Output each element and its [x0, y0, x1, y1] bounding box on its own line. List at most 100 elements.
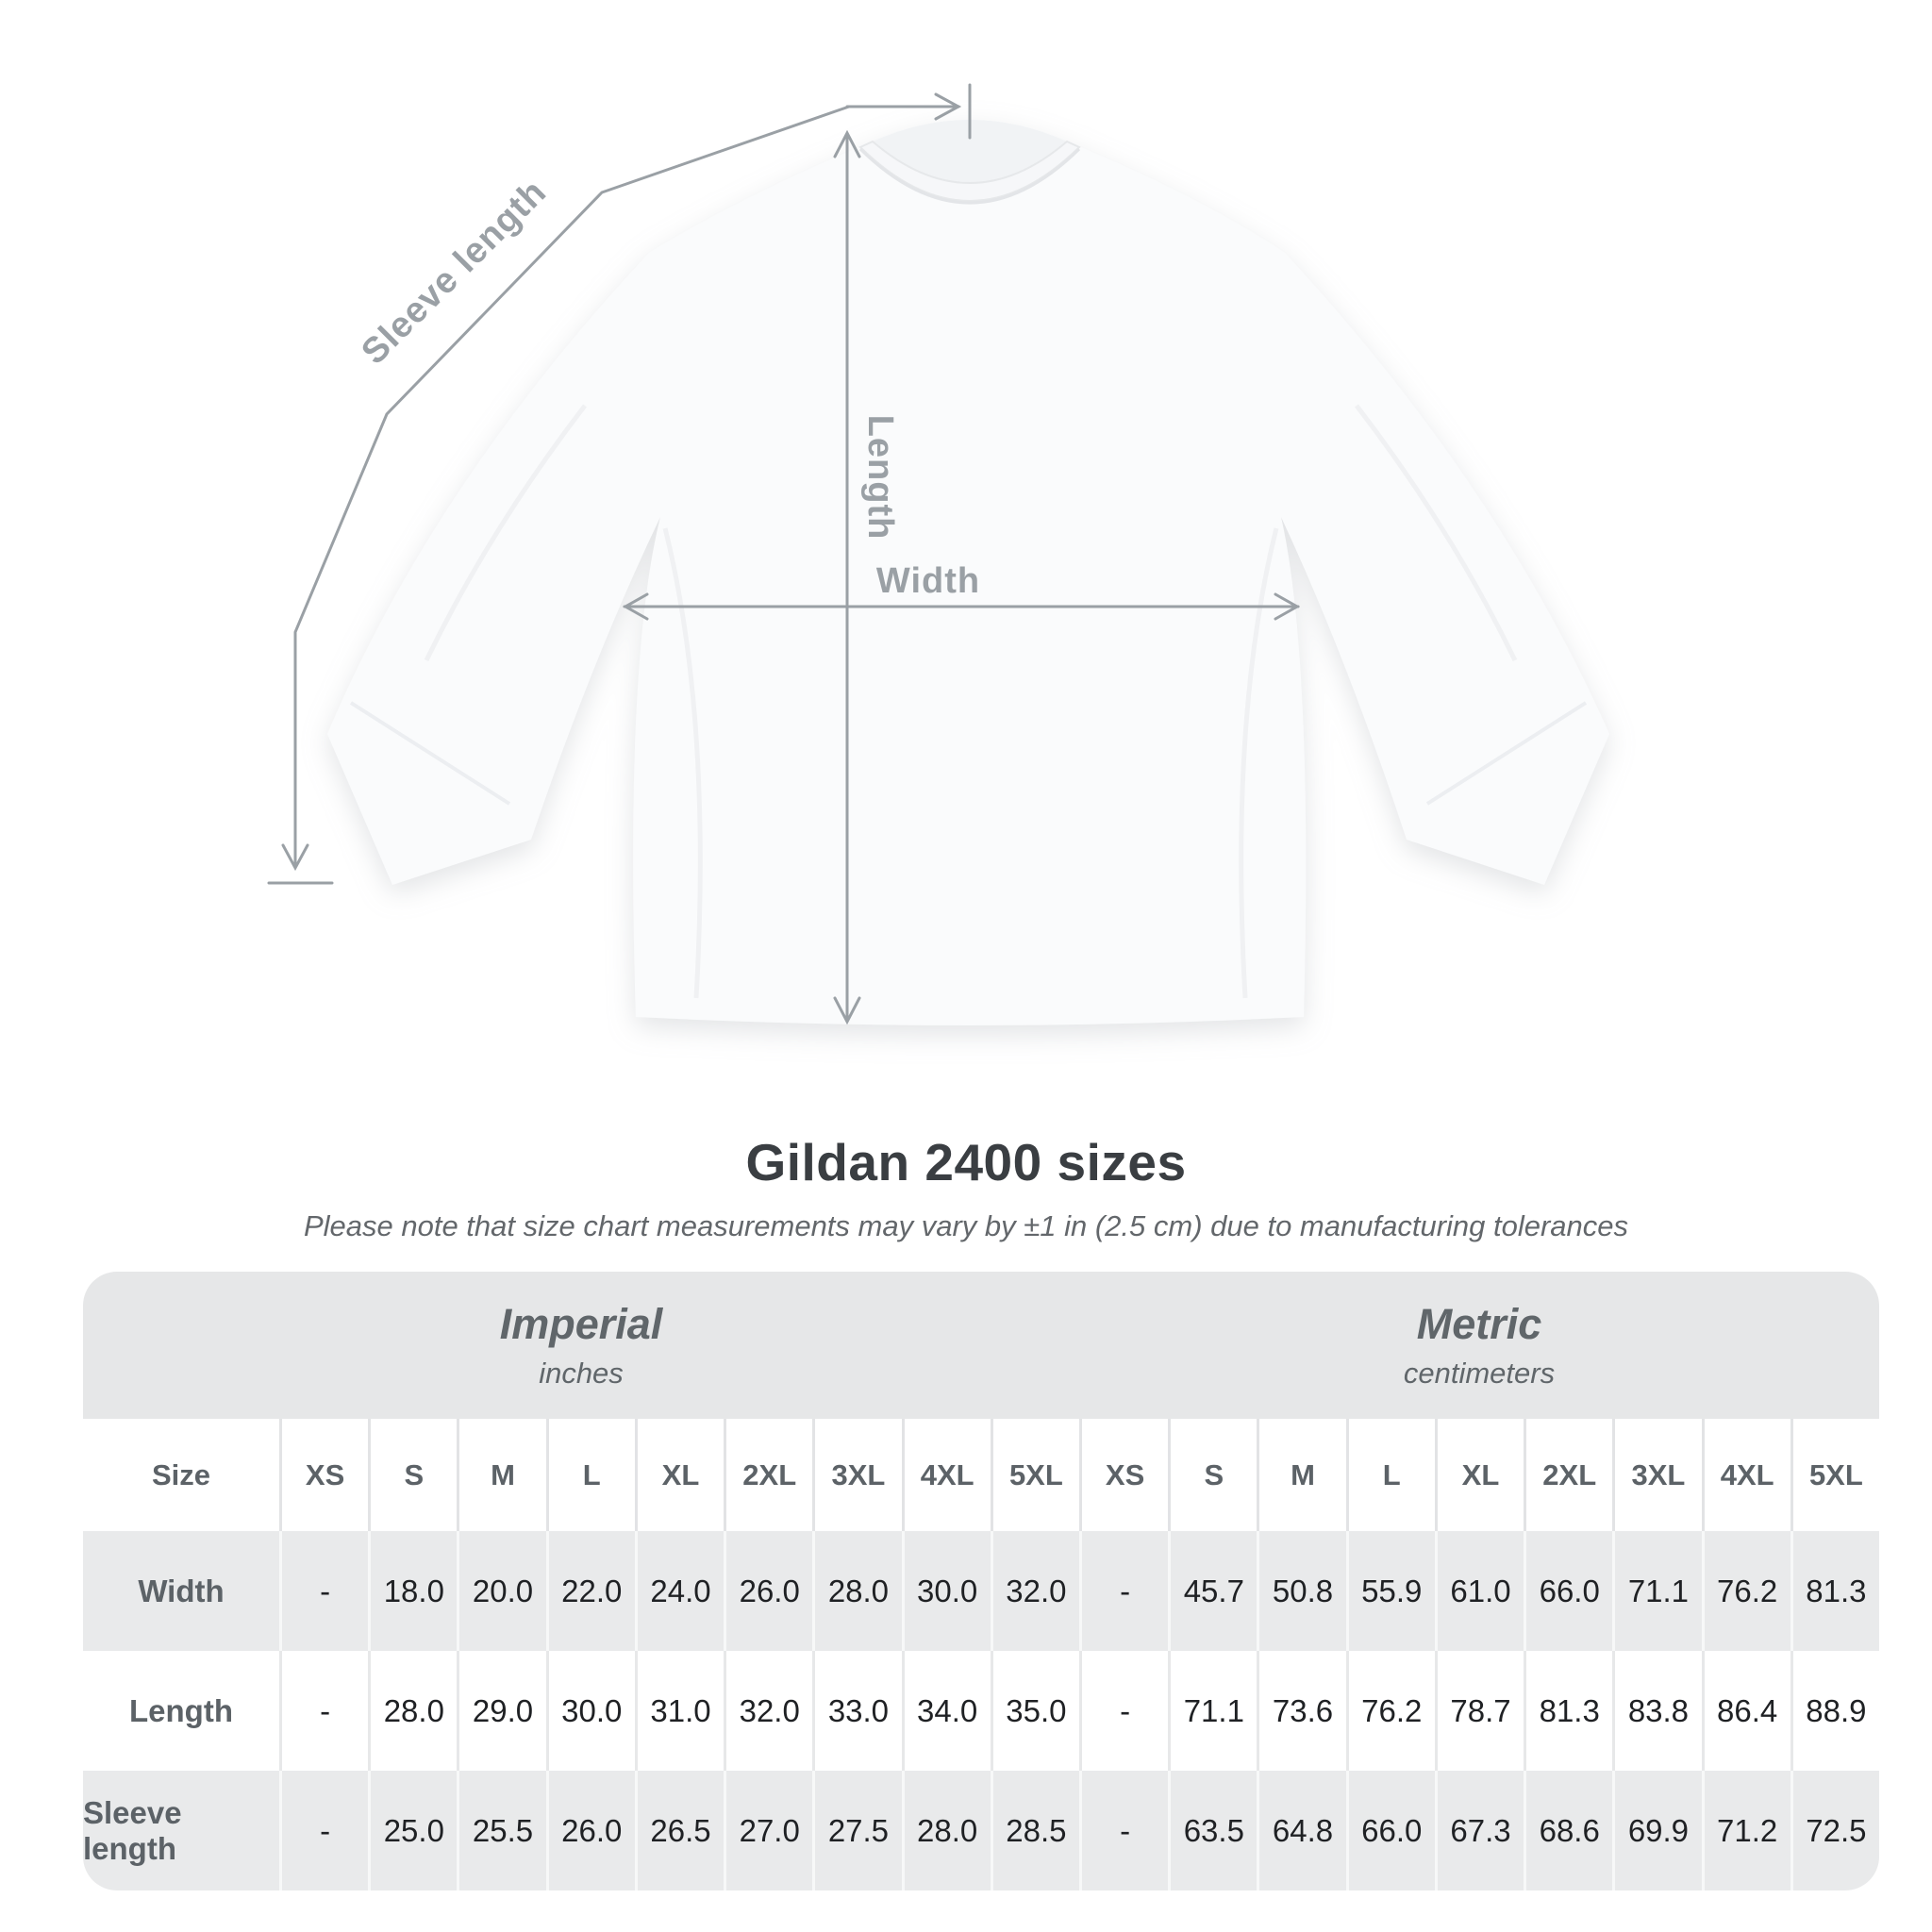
cell: - [279, 1651, 368, 1771]
cell: 26.0 [545, 1771, 635, 1890]
cell: 61.0 [1434, 1531, 1524, 1651]
metric-label: Metric [1416, 1300, 1542, 1348]
cell: 66.0 [1524, 1531, 1612, 1651]
cell: 67.3 [1434, 1771, 1524, 1890]
size-header: L [545, 1419, 635, 1531]
width-label: Width [876, 561, 980, 601]
measurement-annotations [267, 83, 1301, 1025]
cell: 20.0 [457, 1531, 545, 1651]
size-header: 2XL [1524, 1419, 1612, 1531]
shirt-crease [1239, 527, 1279, 999]
cell: 76.2 [1701, 1531, 1790, 1651]
cell: 88.9 [1790, 1651, 1879, 1771]
cell: 30.0 [901, 1531, 991, 1651]
size-header: 5XL [1790, 1419, 1879, 1531]
cell: - [279, 1531, 368, 1651]
cell: 86.4 [1701, 1651, 1790, 1771]
size-header: 2XL [724, 1419, 812, 1531]
cell: 31.0 [634, 1651, 724, 1771]
cell: 27.0 [724, 1771, 812, 1890]
shirt-collar-inside [873, 120, 1067, 183]
cell: 27.5 [812, 1771, 901, 1890]
size-header: 4XL [901, 1419, 991, 1531]
shirt-collar-seam [858, 147, 1081, 205]
shirt-illustration [327, 120, 1609, 1025]
cell: 72.5 [1790, 1771, 1879, 1890]
cell: 26.5 [634, 1771, 724, 1890]
cell: 28.0 [901, 1771, 991, 1890]
cell: 34.0 [901, 1651, 991, 1771]
size-header: S [368, 1419, 457, 1531]
size-chart-table: Imperial inches Metric centimeters Size … [83, 1272, 1879, 1890]
row-label: Sleeve length [83, 1794, 182, 1866]
cell: 81.3 [1790, 1531, 1879, 1651]
cell: 26.0 [724, 1531, 812, 1651]
cell: 45.7 [1168, 1531, 1257, 1651]
tolerance-note: Please note that size chart measurements… [303, 1209, 1629, 1242]
cell: 24.0 [634, 1531, 724, 1651]
cell: 50.8 [1257, 1531, 1345, 1651]
cell: 29.0 [457, 1651, 545, 1771]
metric-unit: centimeters [1403, 1357, 1556, 1390]
shirt-crease [424, 404, 587, 662]
cell: 78.7 [1434, 1651, 1524, 1771]
shirt-body [327, 120, 1609, 1025]
cell: 30.0 [545, 1651, 635, 1771]
cell: - [1078, 1531, 1168, 1651]
table-row-width: Width - 18.0 20.0 22.0 24.0 26.0 28.0 30… [83, 1531, 1879, 1651]
cell: 63.5 [1168, 1771, 1257, 1890]
cell: - [279, 1771, 368, 1890]
shirt-right-cuff-seam [1425, 701, 1588, 806]
size-header: S [1168, 1419, 1257, 1531]
shirt-left-cuff-seam [349, 701, 511, 806]
cell: 71.1 [1612, 1531, 1701, 1651]
size-header: M [457, 1419, 545, 1531]
shirt-measurement-diagram: Sleeve length Length Width [267, 83, 1609, 1025]
cell: 25.0 [368, 1771, 457, 1890]
cell: - [1078, 1651, 1168, 1771]
size-column-header: Size [151, 1457, 211, 1491]
cell: 25.5 [457, 1771, 545, 1890]
shirt-crease [662, 527, 703, 999]
imperial-unit: inches [539, 1357, 624, 1390]
length-arrow [833, 129, 861, 1025]
shirt-neckband [858, 140, 1081, 202]
cell: 55.9 [1345, 1531, 1435, 1651]
imperial-section-header: Imperial inches [83, 1272, 1079, 1419]
size-header: 3XL [1612, 1419, 1701, 1531]
cell: 83.8 [1612, 1651, 1701, 1771]
cell: 64.8 [1257, 1771, 1345, 1890]
cell: 71.1 [1168, 1651, 1257, 1771]
cell: 28.0 [812, 1531, 901, 1651]
cell: 18.0 [368, 1531, 457, 1651]
metric-section-header: Metric centimeters [1079, 1272, 1879, 1419]
imperial-label: Imperial [499, 1300, 663, 1348]
size-header: L [1345, 1419, 1435, 1531]
cell: 76.2 [1345, 1651, 1435, 1771]
table-row-sleeve-length: Sleeve length - 25.0 25.5 26.0 26.5 27.0… [83, 1771, 1879, 1890]
cell: 81.3 [1524, 1651, 1612, 1771]
cell: 68.6 [1524, 1771, 1612, 1890]
cell: 73.6 [1257, 1651, 1345, 1771]
cell: 28.5 [990, 1771, 1079, 1890]
size-header: XL [634, 1419, 724, 1531]
table-row-length: Length - 28.0 29.0 30.0 31.0 32.0 33.0 3… [83, 1651, 1879, 1771]
size-header: XS [1078, 1419, 1168, 1531]
size-header: XL [1434, 1419, 1524, 1531]
cell: 69.9 [1612, 1771, 1701, 1890]
row-label: Width [138, 1573, 225, 1608]
length-label: Length [860, 415, 900, 541]
cell: 35.0 [990, 1651, 1079, 1771]
cell: - [1078, 1771, 1168, 1890]
sleeve-length-arrow [267, 83, 972, 885]
unit-header-band: Imperial inches Metric centimeters [83, 1272, 1879, 1419]
size-header: M [1257, 1419, 1345, 1531]
cell: 32.0 [724, 1651, 812, 1771]
size-header: 4XL [1701, 1419, 1790, 1531]
width-arrow [622, 592, 1301, 621]
cell: 28.0 [368, 1651, 457, 1771]
cell: 22.0 [545, 1531, 635, 1651]
size-header: 5XL [990, 1419, 1079, 1531]
cell: 66.0 [1345, 1771, 1435, 1890]
